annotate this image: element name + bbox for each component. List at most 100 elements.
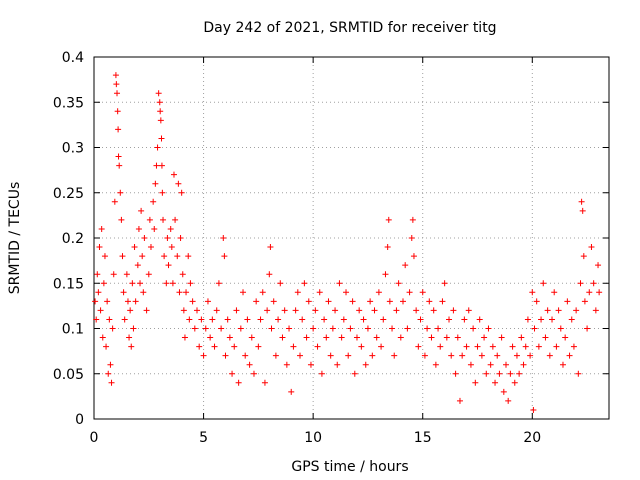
data-point (233, 307, 240, 314)
data-point (303, 334, 310, 341)
data-point (467, 361, 474, 368)
data-point (522, 343, 529, 350)
data-point (175, 180, 182, 187)
data-point (181, 334, 188, 341)
data-point (237, 325, 244, 332)
data-point (297, 352, 303, 359)
data-point (503, 361, 509, 368)
data-point (435, 325, 442, 332)
data-point (360, 316, 367, 323)
data-point (176, 289, 183, 296)
data-point (261, 379, 268, 386)
data-point (529, 289, 536, 296)
y-tick-label: 0.4 (62, 50, 84, 66)
data-point (270, 298, 277, 305)
data-point (158, 162, 165, 169)
data-point (185, 253, 192, 260)
data-point (98, 225, 105, 232)
data-point (505, 397, 512, 404)
data-point (400, 298, 406, 305)
data-point (218, 325, 225, 332)
data-point (332, 307, 339, 314)
data-point (310, 325, 317, 332)
data-point (382, 271, 389, 278)
x-tick-label: 15 (414, 430, 432, 446)
data-point (559, 361, 566, 368)
data-point (520, 361, 527, 368)
data-point (470, 325, 477, 332)
data-point (413, 307, 420, 314)
data-point (318, 370, 325, 377)
data-point (145, 271, 152, 278)
data-point (351, 370, 358, 377)
data-point (378, 343, 385, 350)
data-point (358, 343, 365, 350)
data-point (338, 334, 345, 341)
data-point (178, 189, 185, 196)
data-point (131, 244, 138, 251)
data-point (584, 325, 591, 332)
data-point (279, 334, 286, 341)
data-point (255, 343, 262, 350)
data-point (549, 316, 556, 323)
data-point (393, 307, 400, 314)
y-tick-label: 0.2 (62, 231, 84, 247)
data-point (463, 343, 470, 350)
data-point (575, 370, 582, 377)
data-point (168, 244, 175, 251)
data-point (124, 298, 131, 305)
data-point (134, 262, 141, 269)
data-point (498, 334, 505, 341)
data-point (138, 207, 145, 214)
x-axis-label: GPS time / hours (291, 459, 408, 475)
data-point (155, 90, 162, 97)
data-point (97, 307, 104, 314)
data-point (586, 289, 593, 296)
y-tick-label: 0.25 (53, 186, 84, 202)
data-point (183, 289, 190, 296)
data-point (209, 316, 216, 323)
data-point (465, 307, 472, 314)
data-point (461, 316, 468, 323)
data-point (152, 180, 159, 187)
data-point (165, 262, 172, 269)
data-point (507, 370, 514, 377)
data-point (99, 334, 106, 341)
data-point (172, 216, 179, 223)
data-point (220, 235, 227, 241)
data-point (114, 90, 121, 97)
data-point (538, 316, 545, 323)
data-point (158, 135, 165, 142)
data-point (113, 81, 120, 88)
data-point (215, 280, 222, 287)
data-point (268, 325, 275, 332)
data-point (137, 280, 144, 287)
data-point (432, 361, 439, 368)
data-point (139, 253, 146, 260)
data-point (577, 280, 584, 287)
data-point (160, 216, 167, 223)
data-point (92, 298, 99, 305)
data-point (323, 334, 330, 341)
data-point (312, 307, 319, 314)
y-tick-label: 0.1 (62, 322, 84, 338)
plot-frame (93, 56, 610, 420)
data-point (146, 216, 153, 223)
data-point (489, 343, 496, 350)
data-point (371, 307, 378, 314)
data-point (553, 343, 560, 350)
data-point (384, 244, 391, 251)
y-tick-label: 0 (75, 412, 84, 428)
data-point (349, 298, 356, 305)
data-point (385, 216, 392, 223)
data-point (573, 307, 580, 314)
data-point (211, 343, 218, 350)
data-point (450, 307, 457, 314)
data-point (595, 262, 602, 269)
data-point (253, 298, 260, 305)
data-point (266, 271, 273, 278)
data-point (369, 352, 376, 359)
data-point (94, 271, 101, 278)
x-tick-label: 0 (90, 430, 99, 446)
data-point (100, 280, 107, 287)
